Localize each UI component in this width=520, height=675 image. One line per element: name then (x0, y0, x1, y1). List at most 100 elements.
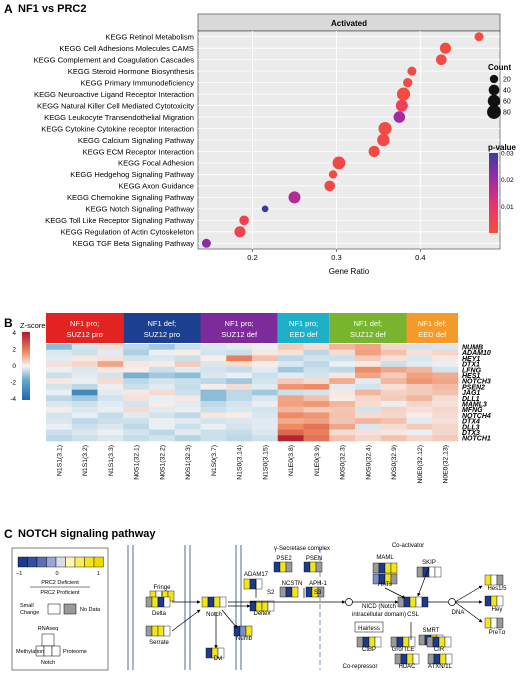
heatmap-cell (149, 429, 176, 436)
heatmap-cell (123, 372, 150, 379)
gene-box-hdac (400, 653, 408, 665)
gene-box-gro (390, 636, 398, 648)
legend-no-data-box (63, 603, 77, 615)
gene-box-ncstn (279, 586, 287, 598)
node-hes: Hes1/5 (487, 586, 507, 592)
heatmap-cell (46, 412, 73, 419)
gene-box-notch (201, 596, 209, 608)
heatmap-cell (149, 378, 176, 385)
membranes (127, 545, 242, 670)
heatmap-cell (329, 349, 356, 356)
heatmap-cell (277, 389, 304, 396)
heatmap-cell (329, 395, 356, 402)
heatmap-cell (303, 435, 330, 442)
heatmap-cell (174, 378, 201, 385)
gene-box-deltex (249, 600, 257, 612)
heatmap-cell (97, 366, 124, 373)
pathway-legend-box (11, 547, 109, 671)
legend-change: Change (20, 610, 39, 616)
size-legend-dot (487, 94, 501, 108)
group-header-label: EED def (418, 330, 447, 339)
heatmap-cell (432, 383, 459, 390)
heatmap-cell (46, 383, 73, 390)
node-hairless: Hairless (358, 626, 380, 632)
heatmap-cell (329, 423, 356, 430)
heatmap-cell (406, 412, 433, 419)
heatmap-cell (329, 389, 356, 396)
node-fringe: Fringe (153, 585, 171, 591)
gene-box-psen (303, 561, 311, 573)
heatmap-cell (97, 361, 124, 368)
heatmap-cell (406, 366, 433, 373)
dot (288, 191, 301, 204)
heatmap-cell (226, 429, 253, 436)
heatmap-cell (432, 355, 459, 362)
legend-rnaseq-box (41, 633, 55, 647)
heatmap-cell (252, 423, 279, 430)
heatmap-cell (432, 412, 459, 419)
heatmap-cell (380, 349, 407, 356)
gene-box-numb (245, 625, 253, 637)
heatmap-cell (432, 423, 459, 430)
heatmap-cell (200, 423, 227, 430)
dot (328, 170, 338, 179)
heatmap-cell (406, 395, 433, 402)
gene-box-adam17 (255, 578, 263, 590)
dot (234, 226, 246, 238)
heatmap-cell (71, 435, 98, 442)
dot (403, 77, 413, 88)
heatmap-cell (406, 429, 433, 436)
heatmap-cell (303, 383, 330, 390)
size-legend-label: 40 (503, 88, 511, 95)
legend-color-scale (17, 556, 104, 568)
heatmap-cell (123, 406, 150, 413)
sample-label: N0S0(32.4) (365, 445, 372, 480)
group-header-label: NF1 def; (147, 319, 176, 328)
heatmap-cell (406, 418, 433, 425)
heatmap-cell (174, 418, 201, 425)
pathway-label: KEGG Toll Like Receptor Signaling Pathwa… (45, 216, 194, 225)
heatmap-cell (71, 412, 98, 419)
node-hey: Hey (492, 607, 503, 613)
heatmap-cell (303, 344, 330, 351)
gene-box-hey (496, 595, 504, 607)
node-skip: SKIP (422, 560, 436, 566)
heatmap-cell (380, 372, 407, 379)
heatmap-cell (226, 435, 253, 442)
heatmap-cell (303, 401, 330, 408)
gene-label: DLL3 (462, 424, 480, 431)
node-s3: S3 (314, 590, 322, 596)
gene-box-csl (415, 596, 423, 608)
heatmap-cell (432, 418, 459, 425)
node-aph1: APH-1 (309, 581, 327, 587)
gene-box-gro (408, 636, 416, 648)
heatmap-cell (200, 389, 227, 396)
heatmap-cell (149, 406, 176, 413)
gene-box-csl (403, 596, 411, 608)
legend-proteome-box (51, 645, 61, 657)
sample-label: N1E0(3.9) (314, 445, 321, 476)
gene-box-fringe (167, 590, 175, 602)
heatmap-cell (123, 366, 150, 373)
panel-a-letter: A (4, 2, 13, 16)
heatmap-cell (303, 355, 330, 362)
heatmap-cell (432, 429, 459, 436)
legend-methylation: Methylation (16, 649, 44, 655)
heatmap-cell (46, 406, 73, 413)
gene-box-serrate (163, 625, 171, 637)
gene-box-notch (213, 596, 221, 608)
heatmap-cell (123, 429, 150, 436)
heatmap-cell (123, 418, 150, 425)
legend-prc2-pro: PRC2 Proficient (40, 590, 80, 596)
heatmap-cell (200, 435, 227, 442)
heatmap-cell (226, 395, 253, 402)
node-s2: S2 (267, 590, 275, 596)
dot (239, 215, 249, 226)
heatmap-cell (149, 418, 176, 425)
heatmap-cell (406, 401, 433, 408)
legend-small-change-box (47, 603, 61, 615)
heatmap-cell (174, 429, 201, 436)
heatmap-cell (97, 383, 124, 390)
heatmap-cells (46, 344, 459, 442)
node-ctbp: CtBP (362, 647, 376, 653)
